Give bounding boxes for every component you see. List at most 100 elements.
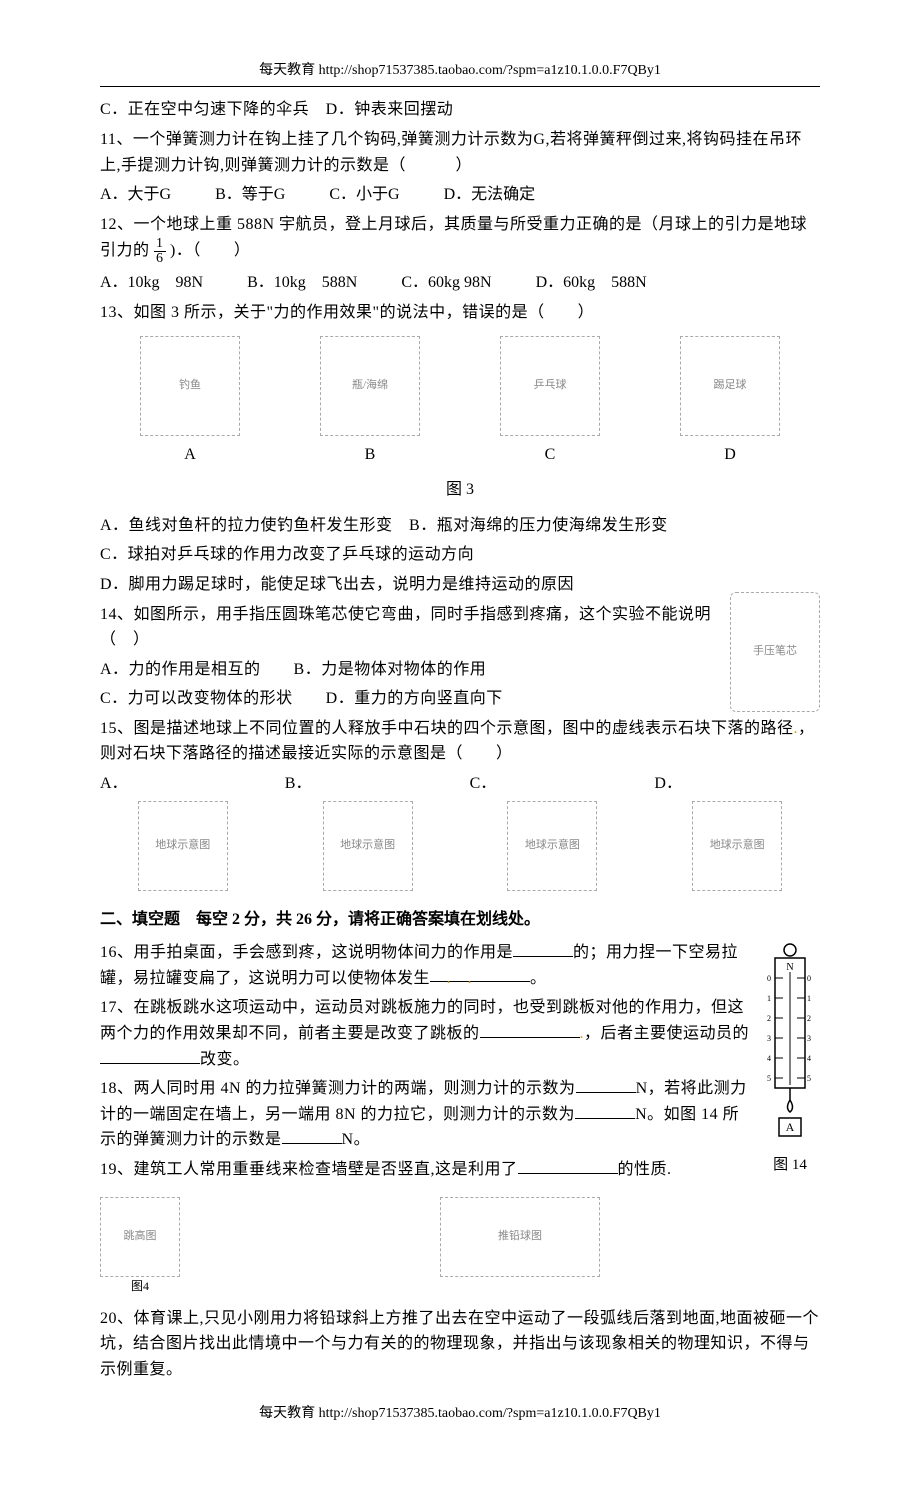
fig-highjump: 跳高图 图4 xyxy=(100,1197,180,1296)
q15-label-c: C． xyxy=(470,771,636,797)
q17-blank2[interactable] xyxy=(100,1048,200,1064)
q13-fig-a: 钓鱼 A xyxy=(107,336,273,468)
q12-fraction: 1 6 xyxy=(154,237,166,266)
q10-options-cd: C．正在空中匀速下降的伞兵 D．钟表来回摆动 xyxy=(100,97,820,123)
highjump-figure: 跳高图 xyxy=(100,1197,180,1277)
q13-caption: 图 3 xyxy=(100,477,820,503)
q13-opt-c: C．球拍对乒乓球的作用力改变了乒乓球的运动方向 xyxy=(100,542,820,568)
q18-text4: N。 xyxy=(342,1131,371,1148)
svg-text:5: 5 xyxy=(767,1074,771,1083)
q14-image: 手压笔芯 xyxy=(730,592,820,712)
q18: 18、两人同时用 4N 的力拉弹簧测力计的两端，则测力计的示数为N，若将此测力计… xyxy=(100,1076,820,1153)
pingpong-figure: 乒乓球 xyxy=(500,336,600,436)
q12-opt-d: D．60kg 588N xyxy=(536,274,647,291)
svg-text:1: 1 xyxy=(807,994,811,1003)
q15-label-b: B． xyxy=(285,771,451,797)
q18-text1: 18、两人同时用 4N 的力拉弹簧测力计的两端，则测力计的示数为 xyxy=(100,1080,576,1097)
q16-text1: 16、用手拍桌面，手会感到疼，这说明物体间力的作用是 xyxy=(100,944,513,961)
q17-blank1[interactable] xyxy=(480,1022,580,1038)
q19-text1: 19、建筑工人常用重垂线来检查墙壁是否竖直,这是利用了 xyxy=(100,1161,518,1178)
pen-hand-figure: 手压笔芯 xyxy=(730,592,820,712)
q16: 16、用手拍桌面，手会感到疼，这说明物体间力的作用是的；用力捏一下空易拉罐，易拉… xyxy=(100,940,820,991)
q19-blank1[interactable] xyxy=(518,1158,618,1174)
q11-text: 11、一个弹簧测力计在钩上挂了几个钩码,弹簧测力计示数为G,若将弹簧秤倒过来,将… xyxy=(100,127,820,178)
q15-fig-a: A． 地球示意图 xyxy=(100,771,266,891)
shotput-figure: 推铅球图 xyxy=(440,1197,600,1277)
q15-fig-d: D． 地球示意图 xyxy=(654,771,820,891)
svg-text:2: 2 xyxy=(807,1014,811,1023)
football-figure: 踢足球 xyxy=(680,336,780,436)
q12-text2: )．（ ） xyxy=(170,243,250,260)
q19: 19、建筑工人常用重垂线来检查墙壁是否竖直,这是利用了 的性质. xyxy=(100,1157,820,1183)
q19-20-figures: 跳高图 图4 推铅球图 xyxy=(100,1197,820,1296)
q20-text: 20、体育课上,只见小刚用力将铅球斜上方推了出去在空中运动了一段弧线后落到地面,… xyxy=(100,1306,820,1383)
svg-text:4: 4 xyxy=(807,1054,811,1063)
svg-text:2: 2 xyxy=(767,1014,771,1023)
bottle-sponge-figure: 瓶/海绵 xyxy=(320,336,420,436)
q15-fig-c: C． 地球示意图 xyxy=(470,771,636,891)
q14-text: 14、如图所示，用手指压圆珠笔芯使它弯曲，同时手指感到疼痛，这个实验不能说明（ … xyxy=(100,602,820,653)
q13-label-a: A xyxy=(107,442,273,468)
q13-fig-b: 瓶/海绵 B xyxy=(287,336,453,468)
q12-options: A．10kg 98N B．10kg 588N C．60kg 98N D．60kg… xyxy=(100,270,820,296)
q13-fig-d: 踢足球 D xyxy=(647,336,813,468)
fig14-dynamometer: N 0 0 1 1 2 2 3 3 4 4 5 5 A 图 14 xyxy=(760,940,820,1177)
q13-text: 13、如图 3 所示，关于"力的作用效果"的说法中，错误的是（ ） xyxy=(100,300,820,326)
q18-blank2[interactable] xyxy=(575,1103,635,1119)
q15-label-a: A． xyxy=(100,771,266,797)
q18-blank3[interactable] xyxy=(282,1128,342,1144)
q17: 17、在跳板跳水这项运动中，运动员对跳板施力的同时，也受到跳板对他的作用力，但这… xyxy=(100,995,820,1072)
fig-highjump-caption: 图4 xyxy=(100,1277,180,1296)
svg-text:0: 0 xyxy=(807,974,811,983)
svg-text:0: 0 xyxy=(767,974,771,983)
q16-text3: 。 xyxy=(530,970,547,987)
q12-frac-den: 6 xyxy=(154,252,166,266)
q13-label-d: D xyxy=(647,442,813,468)
svg-text:4: 4 xyxy=(767,1054,771,1063)
svg-text:3: 3 xyxy=(807,1034,811,1043)
earth-figure-b: 地球示意图 xyxy=(323,801,413,891)
q11-opt-c: C．小于G xyxy=(329,186,399,203)
q15-text: 15、图是描述地球上不同位置的人释放手中石块的四个示意图，图中的虚线表示石块下落… xyxy=(100,716,820,767)
svg-text:1: 1 xyxy=(767,994,771,1003)
q14-opt-cd: C．力可以改变物体的形状 D．重力的方向竖直向下 xyxy=(100,686,820,712)
earth-figure-c: 地球示意图 xyxy=(507,801,597,891)
q13-label-b: B xyxy=(287,442,453,468)
fig14-caption: 图 14 xyxy=(760,1153,820,1177)
page-header: 每天教育 http://shop71537385.taobao.com/?spm… xyxy=(100,60,820,87)
q15-figures: A． 地球示意图 B． 地球示意图 C． 地球示意图 D． 地球示意图 xyxy=(100,771,820,891)
q13-label-c: C xyxy=(467,442,633,468)
q12-text: 12、一个地球上重 588N 宇航员，登上月球后，其质量与所受重力正确的是（月球… xyxy=(100,212,820,267)
fishing-figure: 钓鱼 xyxy=(140,336,240,436)
q15-fig-b: B． 地球示意图 xyxy=(285,771,451,891)
q13-opt-ab: A．鱼线对鱼杆的拉力使钓鱼杆发生形变 B．瓶对海绵的压力使海绵发生形变 xyxy=(100,513,820,539)
q11-opt-b: B．等于G xyxy=(215,186,285,203)
q18-blank1[interactable] xyxy=(576,1077,636,1093)
q11-opt-a: A．大于G xyxy=(100,186,171,203)
svg-text:3: 3 xyxy=(767,1034,771,1043)
q13-opt-d: D．脚用力踢足球时，能使足球飞出去，说明力是维持运动的原因 xyxy=(100,572,820,598)
section2-title: 二、填空题 每空 2 分，共 26 分，请将正确答案填在划线处。 xyxy=(100,907,820,933)
q12-opt-b: B．10kg 588N xyxy=(247,274,357,291)
q12-opt-c: C．60kg 98N xyxy=(401,274,491,291)
q15-label-d: D． xyxy=(654,771,820,797)
svg-text:A: A xyxy=(786,1120,795,1134)
svg-text:5: 5 xyxy=(807,1074,811,1083)
page-footer: 每天教育 http://shop71537385.taobao.com/?spm… xyxy=(100,1403,820,1429)
earth-figure-a: 地球示意图 xyxy=(138,801,228,891)
q16-blank2[interactable]: . . xyxy=(430,966,530,982)
q15-text1: 15、图是描述地球上不同位置的人释放手中石块的四个示意图，图中的虚线表示石块下落… xyxy=(100,720,794,737)
q11-opt-d: D．无法确定 xyxy=(444,186,536,203)
svg-text:N: N xyxy=(786,962,793,973)
q17-text2: ，后者主要使运动员的 xyxy=(584,1025,749,1042)
q11-options: A．大于G B．等于G C．小于G D．无法确定 xyxy=(100,182,820,208)
q13-figures: 钓鱼 A 瓶/海绵 B 乒乓球 C 踢足球 D xyxy=(100,336,820,468)
q16-blank1[interactable] xyxy=(513,941,573,957)
q12-frac-num: 1 xyxy=(154,237,166,252)
dynamometer-icon: N 0 0 1 1 2 2 3 3 4 4 5 5 A xyxy=(765,940,815,1140)
q17-text3: 改变。 xyxy=(200,1051,250,1068)
q19-text2: 的性质. xyxy=(618,1161,672,1178)
q14-opt-ab: A．力的作用是相互的 B．力是物体对物体的作用 xyxy=(100,657,820,683)
q13-fig-c: 乒乓球 C xyxy=(467,336,633,468)
earth-figure-d: 地球示意图 xyxy=(692,801,782,891)
